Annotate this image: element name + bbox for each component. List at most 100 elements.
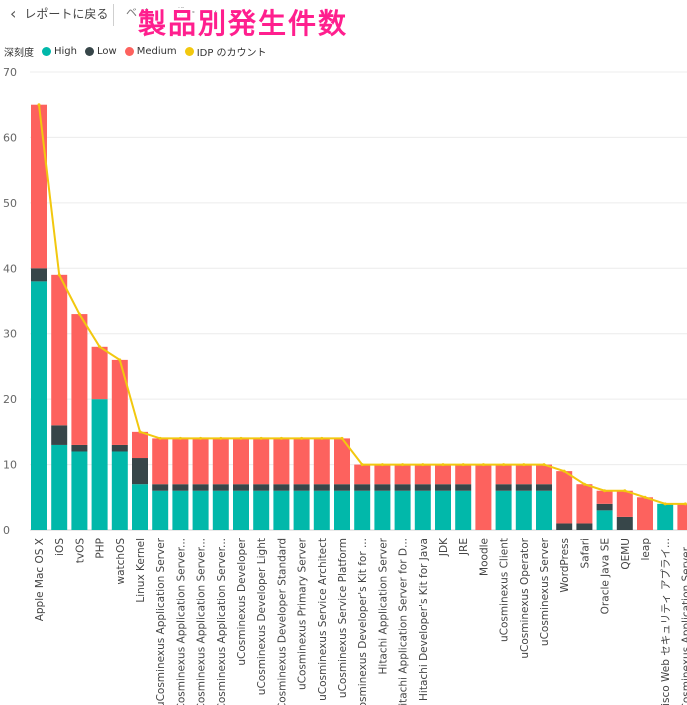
bar-high-16[interactable]: [354, 490, 371, 530]
bar-high-17[interactable]: [374, 490, 391, 530]
bar-medium-27[interactable]: [576, 484, 593, 524]
idp-count-point-4[interactable]: [118, 358, 122, 362]
bar-medium-6[interactable]: [152, 438, 169, 485]
bar-high-24[interactable]: [515, 490, 532, 530]
bar-low-4[interactable]: [111, 444, 128, 452]
bar-high-4[interactable]: [111, 451, 128, 530]
legend-item-idp-count[interactable]: IDP のカウント: [184, 44, 267, 59]
idp-count-point-17[interactable]: [380, 463, 384, 467]
bar-medium-8[interactable]: [192, 438, 209, 485]
idp-count-point-19[interactable]: [421, 463, 425, 467]
bar-low-18[interactable]: [394, 484, 411, 491]
idp-count-point-21[interactable]: [461, 463, 465, 467]
bar-low-28[interactable]: [596, 503, 613, 511]
back-to-report-button[interactable]: ‹ レポートに戻る: [10, 4, 108, 23]
bar-high-7[interactable]: [172, 490, 189, 530]
bar-high-15[interactable]: [334, 490, 350, 530]
bar-high-25[interactable]: [536, 490, 552, 530]
bar-medium-30[interactable]: [637, 497, 653, 530]
bar-low-19[interactable]: [414, 484, 431, 491]
bar-medium-12[interactable]: [273, 438, 290, 485]
bar-medium-24[interactable]: [515, 464, 532, 485]
bar-low-12[interactable]: [273, 484, 290, 491]
idp-count-point-6[interactable]: [158, 436, 162, 440]
bar-medium-11[interactable]: [253, 438, 270, 485]
idp-count-point-25[interactable]: [542, 463, 546, 467]
bar-low-25[interactable]: [536, 484, 552, 491]
idp-count-point-11[interactable]: [259, 436, 263, 440]
idp-count-point-18[interactable]: [401, 463, 405, 467]
bar-medium-4[interactable]: [111, 359, 128, 445]
bar-low-20[interactable]: [435, 484, 451, 491]
bar-high-23[interactable]: [495, 490, 512, 530]
idp-count-point-20[interactable]: [441, 463, 445, 467]
bar-low-23[interactable]: [495, 484, 512, 491]
bar-low-6[interactable]: [152, 484, 169, 491]
bar-medium-0[interactable]: [31, 104, 47, 269]
bar-low-8[interactable]: [192, 484, 209, 491]
bar-high-6[interactable]: [152, 490, 169, 530]
idp-count-point-13[interactable]: [300, 436, 304, 440]
legend-item-low[interactable]: Low: [84, 46, 117, 57]
bar-medium-29[interactable]: [616, 490, 633, 517]
bar-medium-32[interactable]: [677, 503, 687, 530]
idp-count-point-2[interactable]: [77, 312, 81, 316]
bar-high-9[interactable]: [212, 490, 229, 530]
legend-item-high[interactable]: High: [42, 46, 77, 57]
idp-count-point-5[interactable]: [138, 430, 142, 434]
bar-high-8[interactable]: [192, 490, 209, 530]
bar-low-11[interactable]: [253, 484, 270, 491]
idp-count-point-32[interactable]: [683, 502, 687, 506]
idp-count-point-23[interactable]: [502, 463, 506, 467]
bar-high-18[interactable]: [394, 490, 411, 530]
bar-high-21[interactable]: [455, 490, 472, 530]
idp-count-point-3[interactable]: [98, 345, 102, 349]
idp-count-point-29[interactable]: [623, 489, 627, 493]
bar-high-11[interactable]: [253, 490, 270, 530]
bar-high-31[interactable]: [657, 503, 674, 530]
bar-medium-28[interactable]: [596, 490, 613, 504]
bar-high-12[interactable]: [273, 490, 290, 530]
idp-count-point-16[interactable]: [360, 463, 364, 467]
bar-high-10[interactable]: [233, 490, 249, 530]
bar-medium-25[interactable]: [536, 464, 552, 485]
bar-medium-15[interactable]: [334, 438, 350, 485]
idp-count-point-14[interactable]: [320, 436, 324, 440]
bar-low-24[interactable]: [515, 484, 532, 491]
bar-high-19[interactable]: [414, 490, 431, 530]
bar-medium-26[interactable]: [556, 471, 573, 524]
bar-medium-18[interactable]: [394, 464, 411, 485]
idp-count-point-1[interactable]: [57, 273, 61, 277]
bar-high-5[interactable]: [132, 484, 148, 530]
bar-medium-1[interactable]: [51, 274, 68, 426]
bar-medium-17[interactable]: [374, 464, 391, 485]
bar-medium-3[interactable]: [91, 346, 108, 400]
bar-medium-9[interactable]: [212, 438, 229, 485]
bar-low-14[interactable]: [313, 484, 330, 491]
bar-medium-16[interactable]: [354, 464, 371, 485]
bar-low-5[interactable]: [132, 458, 148, 485]
bar-medium-2[interactable]: [71, 314, 88, 445]
bar-medium-22[interactable]: [475, 464, 492, 530]
bar-low-16[interactable]: [354, 484, 371, 491]
bar-low-15[interactable]: [334, 484, 350, 491]
bar-medium-7[interactable]: [172, 438, 189, 485]
bar-medium-10[interactable]: [233, 438, 249, 485]
bar-low-1[interactable]: [51, 425, 68, 445]
bar-low-0[interactable]: [31, 268, 47, 282]
legend-item-medium[interactable]: Medium: [124, 46, 177, 57]
bar-low-9[interactable]: [212, 484, 229, 491]
idp-count-point-0[interactable]: [37, 103, 41, 107]
bar-medium-21[interactable]: [455, 464, 472, 485]
bar-high-0[interactable]: [31, 281, 47, 530]
idp-count-point-10[interactable]: [239, 436, 243, 440]
bar-medium-14[interactable]: [313, 438, 330, 485]
bar-low-29[interactable]: [616, 516, 633, 530]
bar-high-3[interactable]: [91, 399, 108, 530]
idp-count-point-28[interactable]: [603, 489, 607, 493]
bar-low-7[interactable]: [172, 484, 189, 491]
bar-high-28[interactable]: [596, 510, 613, 530]
idp-count-point-8[interactable]: [199, 436, 203, 440]
bar-high-20[interactable]: [435, 490, 451, 530]
bar-low-21[interactable]: [455, 484, 472, 491]
